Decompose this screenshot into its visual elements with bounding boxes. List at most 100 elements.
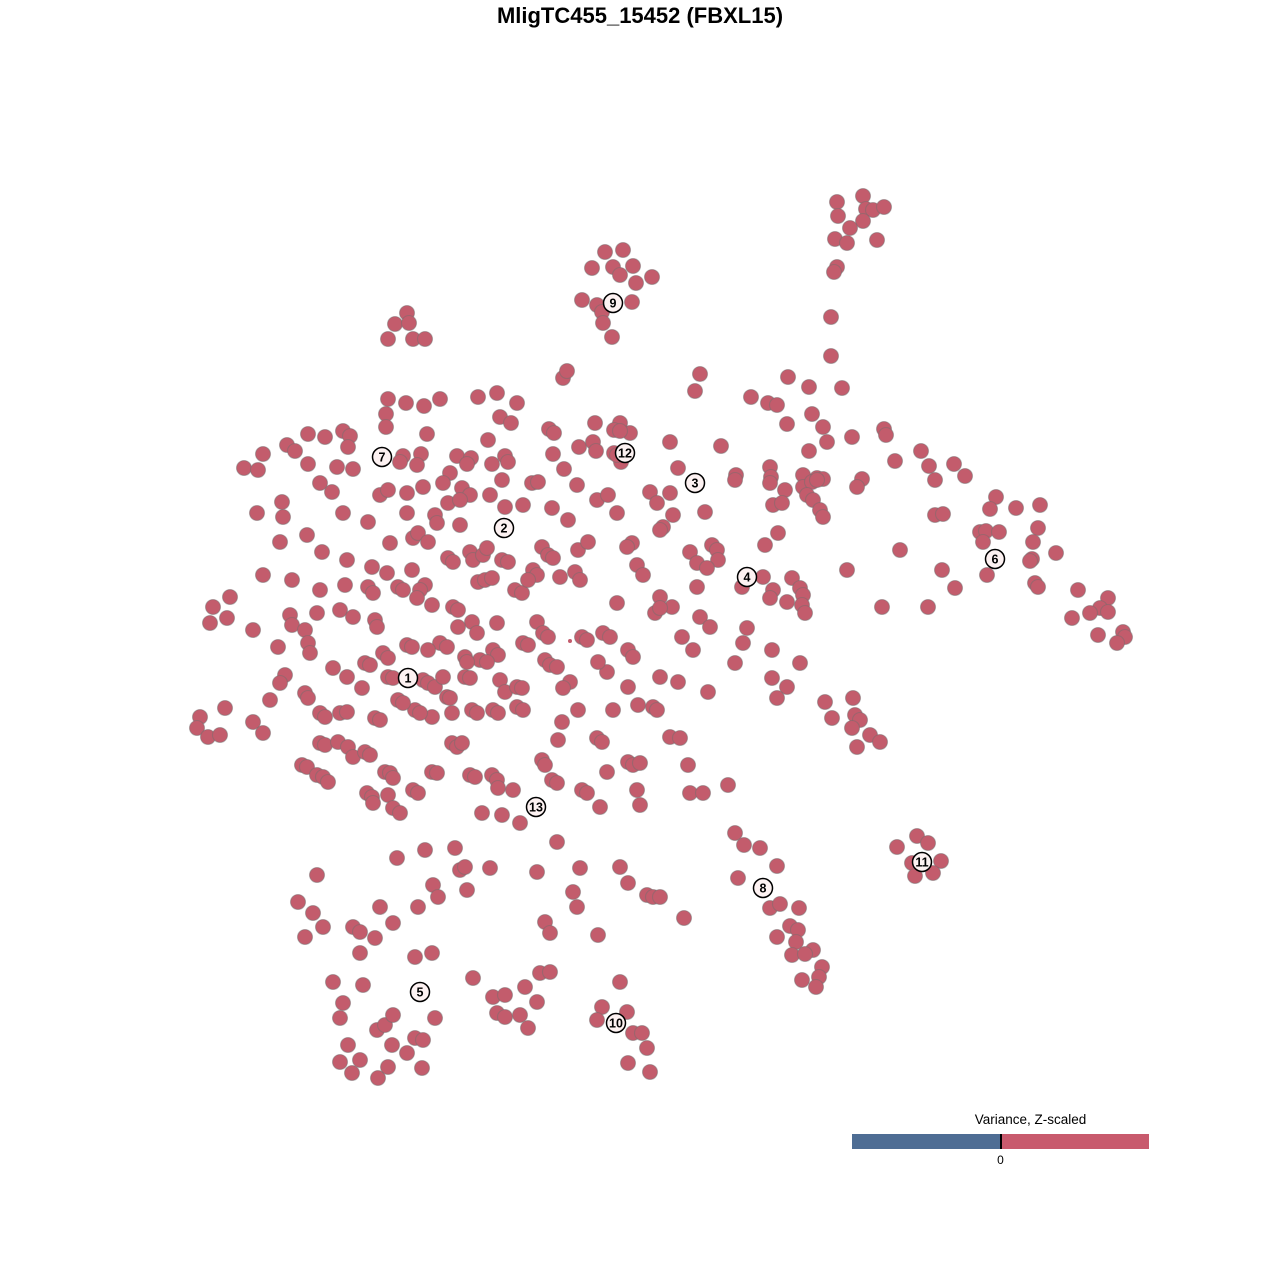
cluster-label-circle — [602, 292, 624, 314]
data-point — [414, 478, 432, 496]
data-point — [371, 711, 389, 729]
data-point — [416, 841, 434, 859]
data-point — [468, 704, 486, 722]
data-point — [299, 425, 317, 443]
cluster-label-circle — [911, 851, 933, 873]
data-point — [790, 899, 808, 917]
data-point — [569, 541, 587, 559]
data-point — [586, 414, 604, 432]
data-point — [726, 471, 744, 489]
data-point — [1108, 634, 1126, 652]
data-point — [768, 396, 786, 414]
data-point — [589, 653, 607, 671]
data-point — [669, 673, 687, 691]
data-point — [822, 347, 840, 365]
data-point — [796, 945, 814, 963]
cluster-label-9: 9 — [602, 292, 624, 314]
data-point — [201, 614, 219, 632]
data-point — [643, 268, 661, 286]
data-point — [778, 415, 796, 433]
data-point — [426, 678, 444, 696]
data-point — [397, 394, 415, 412]
data-point — [379, 649, 397, 667]
data-point — [394, 581, 412, 599]
data-point — [403, 561, 421, 579]
data-point — [409, 524, 427, 542]
data-point — [814, 508, 832, 526]
data-point — [548, 774, 566, 792]
data-point — [379, 390, 397, 408]
data-point — [583, 259, 601, 277]
data-point — [673, 628, 691, 646]
data-point — [912, 442, 930, 460]
data-point — [456, 858, 474, 876]
data-point — [493, 471, 511, 489]
cluster-label-text: 13 — [529, 800, 543, 814]
data-point — [529, 473, 547, 491]
data-point — [299, 455, 317, 473]
data-point — [601, 628, 619, 646]
data-point — [428, 764, 446, 782]
data-point — [981, 500, 999, 518]
data-point — [423, 596, 441, 614]
data-point — [359, 513, 377, 531]
data-point — [411, 704, 429, 722]
data-point — [403, 638, 421, 656]
cluster-label-circle — [984, 548, 1006, 570]
data-point — [483, 455, 501, 473]
data-point — [381, 534, 399, 552]
data-point — [651, 668, 669, 686]
data-point — [611, 266, 629, 284]
data-point — [1029, 578, 1047, 596]
data-point — [551, 568, 569, 586]
data-point — [604, 701, 622, 719]
data-point — [945, 455, 963, 473]
data-point — [453, 734, 471, 752]
data-point — [338, 668, 356, 686]
data-point — [886, 452, 904, 470]
data-point — [990, 523, 1008, 541]
data-point — [478, 653, 496, 671]
cluster-label-text: 9 — [610, 296, 617, 310]
data-point — [499, 453, 517, 471]
data-point — [651, 599, 669, 617]
data-point — [624, 648, 642, 666]
cluster-label-text: 12 — [618, 446, 632, 460]
data-point — [254, 566, 272, 584]
cluster-label-2: 2 — [493, 517, 515, 539]
data-point — [301, 644, 319, 662]
data-point — [543, 499, 561, 517]
data-point — [634, 566, 652, 584]
data-point — [216, 699, 234, 717]
data-point — [519, 636, 537, 654]
data-point — [611, 422, 629, 440]
data-point — [808, 471, 826, 489]
cluster-label-circle — [371, 446, 393, 468]
data-point — [761, 589, 779, 607]
data-point — [919, 834, 937, 852]
data-point — [823, 709, 841, 727]
data-point — [933, 561, 951, 579]
data-point — [669, 459, 687, 477]
data-point — [316, 428, 334, 446]
data-point — [458, 881, 476, 899]
data-point — [544, 445, 562, 463]
data-point — [631, 796, 649, 814]
data-point — [623, 293, 641, 311]
data-point — [871, 733, 889, 751]
data-point — [313, 543, 331, 561]
data-point — [791, 654, 809, 672]
data-point — [803, 405, 821, 423]
data-point — [418, 425, 436, 443]
data-point — [398, 504, 416, 522]
data-point — [838, 561, 856, 579]
data-point — [614, 241, 632, 259]
data-point — [618, 538, 636, 556]
data-point — [555, 460, 573, 478]
cluster-label-8: 8 — [752, 877, 774, 899]
data-point — [553, 713, 571, 731]
data-point — [548, 833, 566, 851]
data-point — [539, 628, 557, 646]
data-point — [588, 1011, 606, 1029]
data-point — [339, 438, 357, 456]
